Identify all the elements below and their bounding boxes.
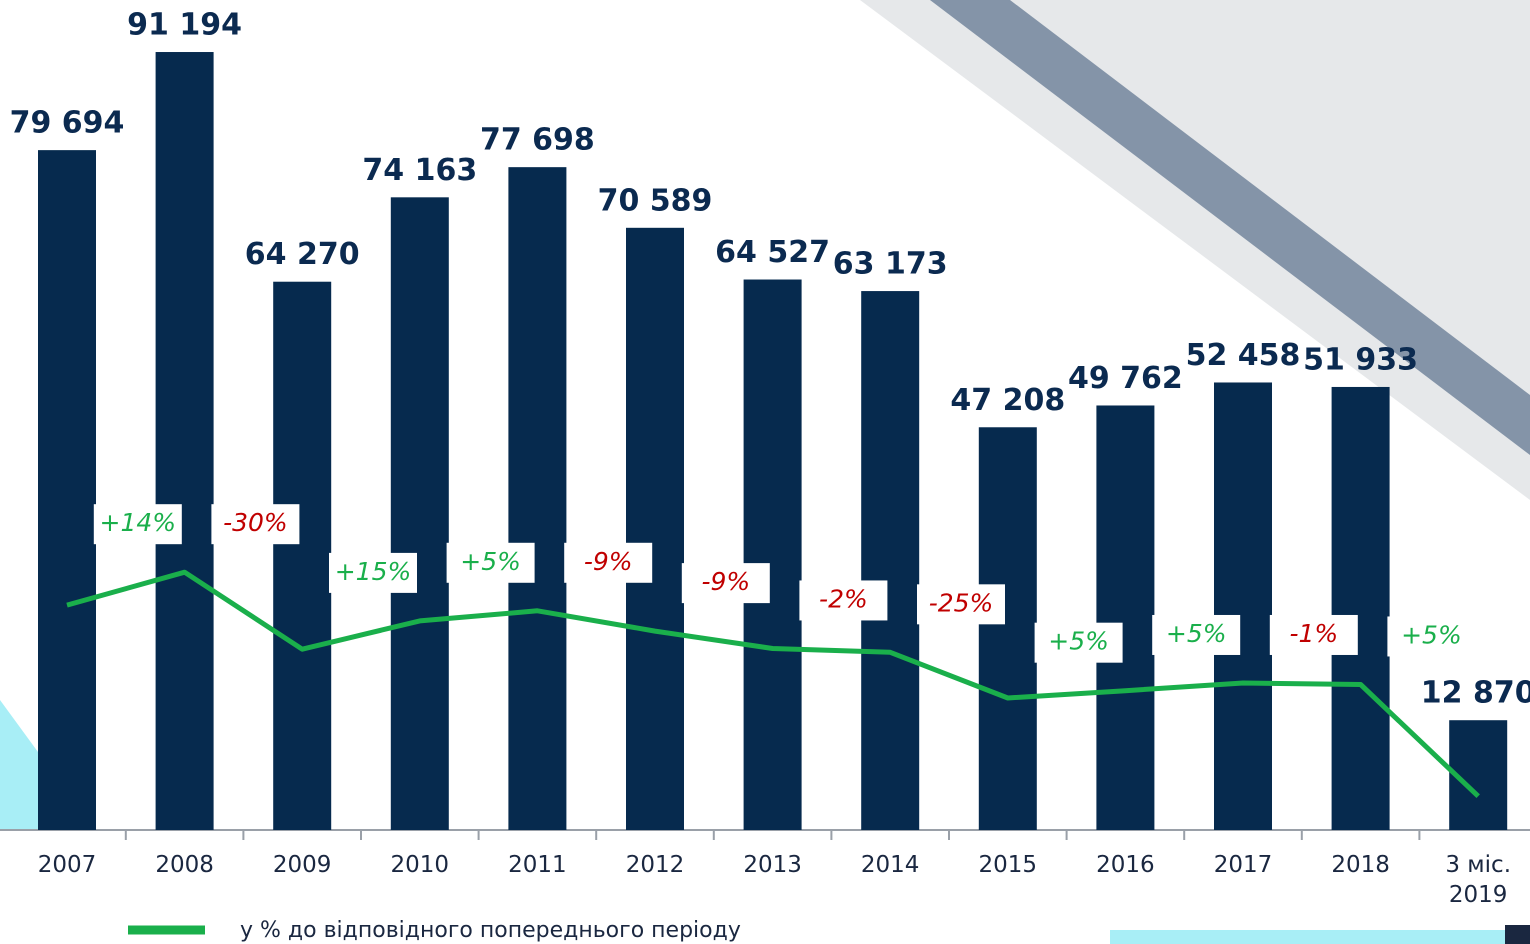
- decor: [1110, 930, 1505, 944]
- pct-label-bg: [1387, 616, 1476, 657]
- bar: [508, 167, 567, 831]
- bar-value-label: 49 762: [1068, 361, 1183, 396]
- pct-label-bg: [446, 542, 535, 583]
- bar-value-label: 52 458: [1186, 338, 1301, 373]
- pct-label: +5%: [1166, 619, 1227, 648]
- pct-label-bg: [564, 542, 653, 583]
- x-tick-label: 2007: [37, 852, 97, 878]
- x-tick-label: 2012: [625, 852, 685, 878]
- bar-value-label: 74 163: [362, 153, 477, 188]
- x-tick-label: 2008: [155, 852, 214, 878]
- x-tick-label: 2018: [1331, 852, 1390, 878]
- pct-label-bg: [681, 563, 770, 604]
- pct-label: +5%: [1048, 627, 1109, 656]
- bar: [1331, 386, 1390, 830]
- bar-value-label: 91 194: [127, 8, 242, 43]
- pct-label: +15%: [335, 557, 412, 586]
- x-tick-label: 3 міс. 2019: [1445, 852, 1512, 908]
- pct-label-bg: [1152, 614, 1241, 655]
- bar-value-label: 12 870: [1421, 676, 1530, 711]
- bar: [1214, 382, 1272, 830]
- pct-label: -30%: [223, 508, 288, 537]
- pct-label: -25%: [929, 588, 994, 617]
- bar: [155, 52, 214, 830]
- bar-value-label: 64 527: [715, 235, 830, 270]
- pct-label: -2%: [819, 584, 868, 613]
- pct-label: +5%: [460, 547, 521, 576]
- pct-label: +14%: [100, 508, 177, 537]
- decor: [930, 0, 1530, 455]
- pct-label-bg: [917, 584, 1005, 625]
- pct-label: -1%: [1289, 619, 1338, 648]
- x-tick-label: 2010: [390, 852, 450, 878]
- x-tick-label: 2011: [508, 852, 567, 878]
- x-tick-label: 2016: [1096, 852, 1155, 878]
- pct-label-bg: [799, 580, 888, 621]
- x-tick-label: 2009: [272, 852, 332, 878]
- bar: [38, 150, 96, 830]
- pct-label-bg: [1269, 614, 1358, 655]
- pct-label: -9%: [584, 547, 633, 576]
- pct-label-bg: [93, 504, 182, 545]
- bar-value-label: 64 270: [245, 237, 360, 272]
- pct-label: +5%: [1401, 620, 1462, 649]
- bar-value-label: 63 173: [833, 247, 948, 282]
- bar: [273, 281, 332, 830]
- decor: [860, 0, 1530, 500]
- decor: [1505, 925, 1530, 944]
- legend-label: у % до відповідного попереднього періоду: [240, 918, 741, 943]
- bar: [861, 291, 920, 830]
- pct-label-bg: [211, 504, 300, 545]
- bar-value-label: 51 933: [1303, 342, 1418, 377]
- bar-value-label: 79 694: [10, 106, 125, 141]
- pct-label-bg: [329, 552, 417, 593]
- bar: [626, 227, 684, 830]
- bar-value-label: 77 698: [480, 123, 595, 158]
- bar-value-label: 70 589: [598, 183, 713, 218]
- bar-value-label: 47 208: [950, 383, 1065, 418]
- bar: [978, 427, 1037, 830]
- pct-label: -9%: [701, 567, 750, 596]
- bar: [743, 279, 802, 831]
- x-tick-label: 2013: [743, 852, 802, 878]
- bar: [390, 197, 449, 831]
- x-tick-label: 2015: [978, 852, 1038, 878]
- x-tick-label: 2014: [860, 852, 920, 878]
- x-tick-label: 2017: [1213, 852, 1273, 878]
- bar: [1096, 405, 1155, 830]
- line: [66, 569, 1480, 799]
- pct-label-bg: [1034, 622, 1123, 663]
